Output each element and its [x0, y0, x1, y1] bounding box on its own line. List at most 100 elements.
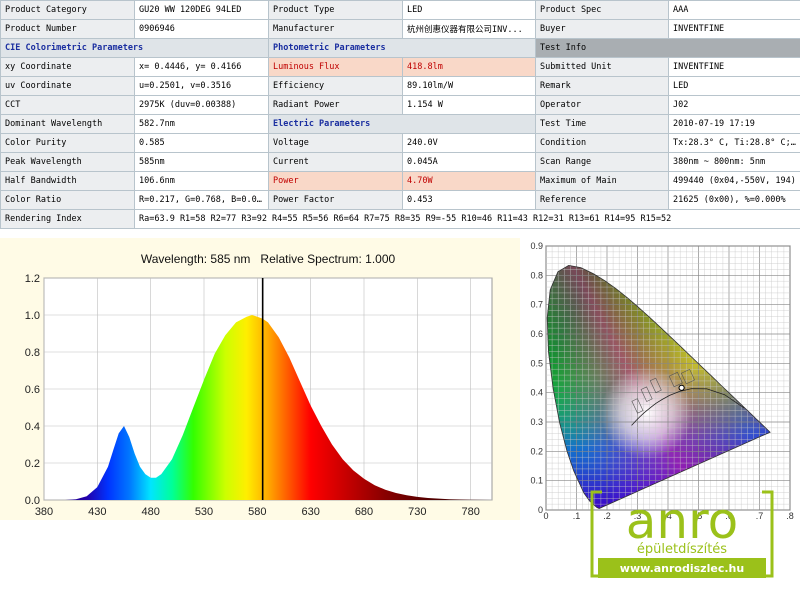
cie-chromaticity-diagram: 0.1.2.3.4.5.6.7.800.10.20.30.40.50.60.70…: [530, 241, 793, 521]
cct-duv: (duv=0.00388): [164, 100, 237, 110]
value-product-spec: AAA: [668, 0, 800, 20]
y-tick-label: 0.8: [25, 347, 40, 359]
y-tick-label: 0.2: [25, 458, 40, 470]
value-color-ratio: R=0.217, G=0.768, B=0.015: [134, 190, 269, 210]
label-reference: Reference: [535, 190, 669, 210]
measurement-report-table: Product Category GU20 WW 120DEG 94LED Prod…: [0, 0, 800, 229]
logo-url-bar: [598, 558, 766, 578]
cie-y-tick-label: 0.2: [530, 446, 543, 456]
section-header-cie-colorimetric-parameters: CIE Colorimetric Parameters: [0, 38, 269, 58]
cie-x-tick-label: .2: [603, 511, 611, 520]
spectral-locus: [546, 264, 771, 509]
anro-logo: anro épületdíszítés www.anrodiszlec.hu: [588, 488, 776, 580]
value-test-time: 2010-07-19 17:19: [668, 114, 800, 134]
cie-x-tick-label: 0: [543, 511, 548, 520]
table-row: Peak Wavelength 585nm Current 0.045A Scan Ra…: [0, 152, 800, 172]
x-tick-label: 730: [408, 506, 426, 518]
cie-x-tick-label: .6: [725, 511, 733, 520]
value-product-type: LED: [402, 0, 536, 20]
table-row: Color Purity 0.585 Voltage 240.0V Condition T…: [0, 133, 800, 153]
label-uv-coordinate: uv Coordinate: [0, 76, 135, 96]
value-manufacturer: 杭州创惠仪器有限公司INV...: [402, 19, 536, 39]
label-buyer: Buyer: [535, 19, 669, 39]
table-row: xy Coordinate x= 0.4446, y= 0.4166 Luminou…: [0, 57, 800, 77]
label-submitted-unit: Submitted Unit: [535, 57, 669, 77]
logo-brand-text: anro: [626, 492, 738, 550]
value-cct: 2975K (duv=0.00388): [134, 95, 269, 115]
y-tick-label: 0.4: [25, 421, 40, 433]
color-bin-outline: [649, 377, 662, 394]
measured-chromaticity-point: [678, 384, 685, 391]
label-remark: Remark: [535, 76, 669, 96]
y-tick-label: 0.6: [25, 384, 40, 396]
x-tick-label: 380: [35, 506, 53, 518]
value-voltage: 240.0V: [402, 133, 536, 153]
value-power-factor: 0.453: [402, 190, 536, 210]
cie-y-tick-label: 0.1: [530, 476, 543, 486]
x-tick-label: 780: [461, 506, 479, 518]
label-voltage: Voltage: [268, 133, 403, 153]
value-color-purity: 0.585: [134, 133, 269, 153]
label-product-number: Product Number: [0, 19, 135, 39]
value-uv-coordinate: u=0.2501, v=0.3516: [134, 76, 269, 96]
logo-bracket-right: [762, 490, 774, 578]
value-dominant-wavelength: 582.7nm: [134, 114, 269, 134]
section-header-test-info: Test Info: [535, 38, 800, 58]
value-efficiency: 89.10lm/W: [402, 76, 536, 96]
label-scan-range: Scan Range: [535, 152, 669, 172]
label-manufacturer: Manufacturer: [268, 19, 403, 39]
value-buyer: INVENTFINE: [668, 19, 800, 39]
x-tick-label: 530: [195, 506, 213, 518]
x-tick-label: 480: [141, 506, 159, 518]
label-color-ratio: Color Ratio: [0, 190, 135, 210]
logo-bracket-left: [590, 490, 602, 578]
value-peak-wavelength: 585nm: [134, 152, 269, 172]
cie-y-tick-label: 0.9: [530, 241, 543, 251]
value-half-bandwidth: 106.6nm: [134, 171, 269, 191]
label-peak-wavelength: Peak Wavelength: [0, 152, 135, 172]
cie-x-tick-label: .4: [664, 511, 672, 520]
color-bin-outline: [680, 368, 695, 385]
label-xy-coordinate: xy Coordinate: [0, 57, 135, 77]
label-power-factor: Power Factor: [268, 190, 403, 210]
value-product-number: 0906946: [134, 19, 269, 39]
label-operator: Operator: [535, 95, 669, 115]
value-remark: LED: [668, 76, 800, 96]
color-bin-outline: [631, 398, 644, 414]
report-body: Product Category GU20 WW 120DEG 94LED Prod…: [0, 0, 800, 229]
cie-y-tick-label: 0.4: [530, 388, 543, 398]
value-current: 0.045A: [402, 152, 536, 172]
table-row: Dominant Wavelength 582.7nm Electric Param…: [0, 114, 800, 134]
value-condition: Tx:28.3° C, Ti:28.8° C;...: [668, 133, 800, 153]
y-tick-label: 0.0: [25, 495, 40, 507]
y-tick-label: 1.2: [25, 273, 40, 285]
label-test-time: Test Time: [535, 114, 669, 134]
cie-y-tick-label: 0.3: [530, 417, 543, 427]
table-row: Color Ratio R=0.217, G=0.768, B=0.015 Powe…: [0, 190, 800, 210]
cie-chromaticity-panel: 0.1.2.3.4.5.6.7.8 0 0.1 0.2 0.3 0.4 0.5 0.6 0.7 0…: [520, 238, 800, 521]
section-header-photometric-parameters: Photometric Parameters: [268, 38, 536, 58]
cie-y-tick-label: 0.5: [530, 358, 543, 368]
label-half-bandwidth: Half Bandwidth: [0, 171, 135, 191]
label-power: Power: [268, 171, 403, 191]
table-row: CIE Colorimetric Parameters Photometric P…: [0, 38, 800, 58]
section-header-electric-parameters: Electric Parameters: [268, 114, 536, 134]
value-operator: J02: [668, 95, 800, 115]
spectrum-area: [44, 315, 492, 500]
x-tick-label: 430: [88, 506, 106, 518]
table-row: Product Number 0906946 Manufacturer 杭州创惠仪器有…: [0, 19, 800, 39]
value-reference: 21625 (0x00), %=0.000%: [668, 190, 800, 210]
label-luminous-flux: Luminous Flux: [268, 57, 403, 77]
logo-url: www.anrodiszlec.hu: [620, 562, 744, 575]
spectrum-chart: 380 430 480 530 580 630 680 730 780 0.0 0.2 0.4 0.6 0…: [25, 252, 493, 518]
value-scan-range: 380nm ~ 800nm: 5nm: [668, 152, 800, 172]
value-luminous-flux: 418.8lm: [402, 57, 536, 77]
value-submitted-unit: INVENTFINE: [668, 57, 800, 77]
color-bin-outline: [668, 371, 683, 388]
cie-y-tick-label: 0.8: [530, 270, 543, 280]
cie-x-tick-label: .1: [573, 511, 581, 520]
value-radiant-power: 1.154 W: [402, 95, 536, 115]
table-row: uv Coordinate u=0.2501, v=0.3516 Efficienc…: [0, 76, 800, 96]
label-condition: Condition: [535, 133, 669, 153]
label-product-spec: Product Spec: [535, 0, 669, 20]
